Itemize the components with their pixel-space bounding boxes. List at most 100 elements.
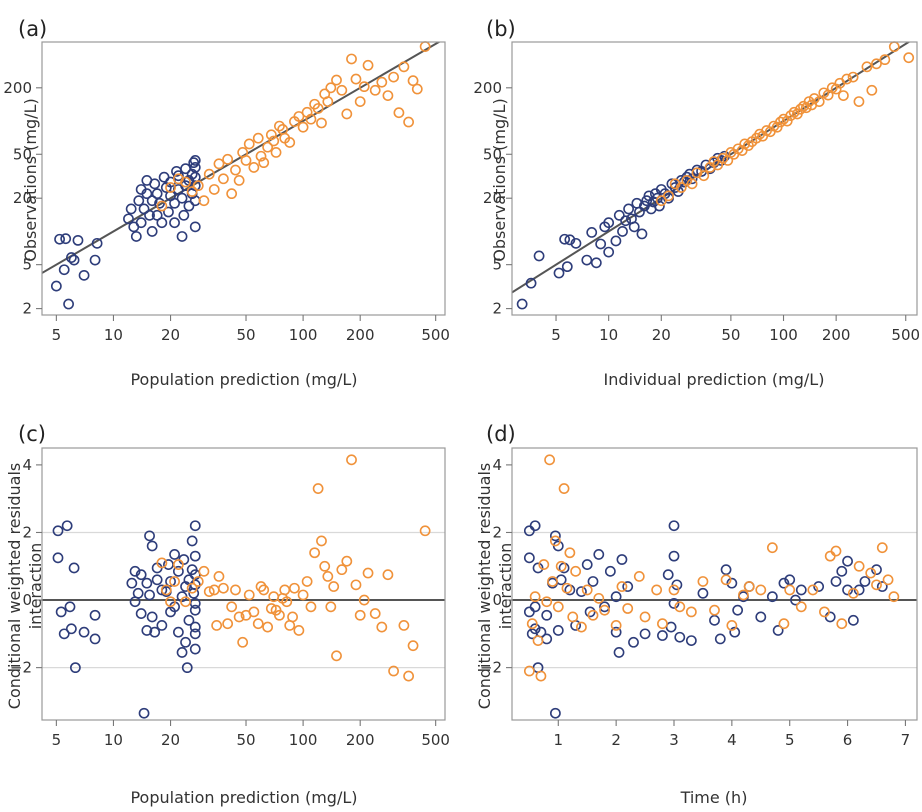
data-point: [657, 618, 668, 630]
data-point: [709, 614, 720, 626]
data-point: [616, 581, 628, 592]
x-tick-label: 20: [161, 731, 180, 749]
data-point: [325, 82, 337, 94]
data-point: [382, 569, 394, 581]
data-point: [549, 535, 561, 547]
data-point: [628, 636, 639, 648]
data-point: [407, 640, 419, 652]
data-point: [561, 261, 573, 273]
data-point: [336, 84, 348, 96]
data-point: [369, 608, 381, 619]
data-point: [274, 120, 285, 132]
data-point: [382, 90, 394, 102]
data-point: [144, 589, 155, 601]
data-point: [376, 76, 388, 88]
y-tick-label: 2: [22, 300, 32, 318]
data-point: [189, 550, 201, 562]
data-point: [346, 53, 357, 65]
data-point: [297, 589, 309, 601]
data-point: [341, 108, 353, 120]
data-point: [265, 129, 277, 141]
data-point: [186, 582, 198, 594]
data-point: [60, 233, 72, 245]
data-point: [198, 565, 210, 577]
y-tick-label: 20: [13, 189, 32, 207]
data-point: [233, 611, 245, 623]
data-point: [393, 107, 405, 119]
data-point: [807, 584, 819, 596]
data-point: [766, 591, 778, 603]
data-point: [169, 576, 180, 587]
chart-panel-1: (b) 5 10 20 50 100 200 500 2 5 20 50 200 Individual p…: [473, 17, 920, 389]
data-point: [523, 525, 535, 537]
data-point: [52, 552, 64, 564]
data-point: [165, 576, 176, 587]
data-point: [50, 280, 62, 292]
data-point: [189, 621, 201, 633]
plot-frame: [511, 41, 918, 316]
y-tick-label: 2: [492, 300, 502, 318]
data-point: [407, 75, 419, 87]
data-point: [189, 155, 201, 166]
data-point: [800, 102, 812, 114]
x-tick-label: 5: [551, 326, 561, 344]
data-point: [549, 530, 561, 542]
y-tick-label: 200: [473, 79, 502, 97]
data-point: [604, 565, 616, 577]
data-point: [78, 269, 90, 281]
data-point: [398, 619, 410, 631]
data-point: [590, 257, 602, 269]
x-axis-title: Population prediction (mg/L): [130, 788, 357, 807]
series-1: [156, 41, 431, 212]
x-tick-label: 10: [599, 326, 618, 344]
data-point: [189, 162, 201, 173]
data-point: [595, 238, 607, 250]
data-point: [847, 614, 859, 626]
data-point: [853, 96, 865, 108]
data-point: [876, 581, 888, 592]
data-point: [790, 594, 801, 606]
data-point: [248, 606, 260, 618]
data-point: [726, 577, 738, 589]
data-point: [613, 209, 625, 221]
data-point: [639, 628, 651, 640]
data-point: [836, 618, 848, 630]
data-point: [203, 586, 215, 598]
data-point: [388, 665, 399, 677]
data-point: [78, 626, 90, 638]
data-point: [824, 550, 836, 562]
series-0: [523, 520, 888, 719]
data-point: [240, 155, 252, 166]
data-point: [599, 604, 610, 616]
data-point: [146, 195, 158, 207]
data-point: [61, 520, 73, 532]
y-tick-label: 200: [3, 79, 32, 97]
data-point: [192, 576, 204, 587]
data-point: [213, 158, 225, 170]
data-point: [130, 231, 142, 242]
data-point: [89, 609, 101, 621]
data-point: [165, 182, 176, 193]
data-point: [376, 621, 388, 633]
data-point: [68, 562, 80, 574]
data-point: [662, 569, 674, 581]
data-point: [871, 58, 882, 70]
data-point: [222, 618, 234, 630]
data-point: [180, 636, 191, 648]
y-axis-title: Observations (mg/L): [21, 98, 40, 261]
x-tick-label: 500: [421, 731, 450, 749]
data-point: [58, 628, 70, 640]
data-point: [866, 84, 878, 96]
data-point: [284, 137, 296, 148]
data-point: [54, 233, 65, 245]
data-point: [738, 589, 749, 601]
data-point: [237, 636, 249, 648]
data-point: [172, 559, 184, 570]
data-point: [549, 707, 561, 719]
data-point: [354, 609, 366, 621]
data-point: [233, 174, 245, 186]
data-point: [544, 454, 556, 466]
data-point: [576, 621, 587, 633]
data-point: [529, 601, 541, 613]
